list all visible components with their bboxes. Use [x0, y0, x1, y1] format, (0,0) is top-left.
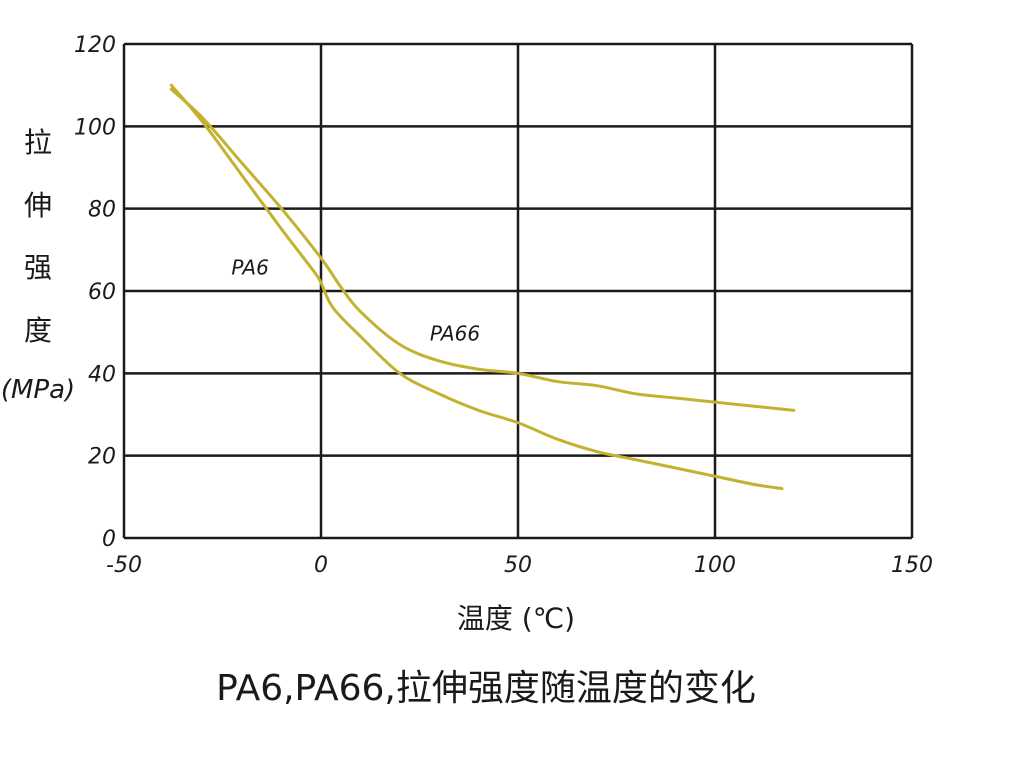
y-tick-label: 100: [74, 115, 116, 140]
series-layer: [169, 83, 796, 491]
y-tick-label: 40: [88, 362, 116, 387]
grid: [122, 42, 914, 540]
series-line-pa6: [169, 83, 784, 491]
y-axis-title-char: 拉: [24, 126, 52, 159]
series-line-pa66: [169, 87, 796, 412]
series-label-pa6: PA6: [231, 256, 268, 280]
y-tick-label: 60: [88, 280, 116, 305]
y-axis-title-char: 度: [24, 314, 52, 347]
x-tick-label: 100: [694, 553, 736, 578]
annotations: PA6 PA66: [231, 256, 480, 346]
y-axis-title-char: 伸: [24, 189, 52, 222]
chart-title: PA6,PA66,拉伸强度随温度的变化: [216, 668, 756, 709]
x-tick-label: 150: [891, 553, 933, 578]
y-axis-title: 拉伸强度 (MPa): [1, 126, 75, 405]
series-label-pa66: PA66: [430, 321, 480, 345]
y-axis-title-char: 强: [24, 251, 52, 284]
y-tick-label: 20: [88, 445, 116, 470]
x-tick-label: -50: [106, 553, 142, 578]
x-axis-title: 温度 (℃): [457, 602, 575, 635]
y-tick-label: 0: [102, 527, 116, 552]
x-tick-label: 50: [504, 553, 532, 578]
y-axis-unit: (MPa): [1, 375, 75, 405]
y-tick-label: 80: [88, 198, 116, 223]
y-tick-label: 120: [74, 33, 116, 58]
x-tick-label: 0: [314, 553, 328, 578]
